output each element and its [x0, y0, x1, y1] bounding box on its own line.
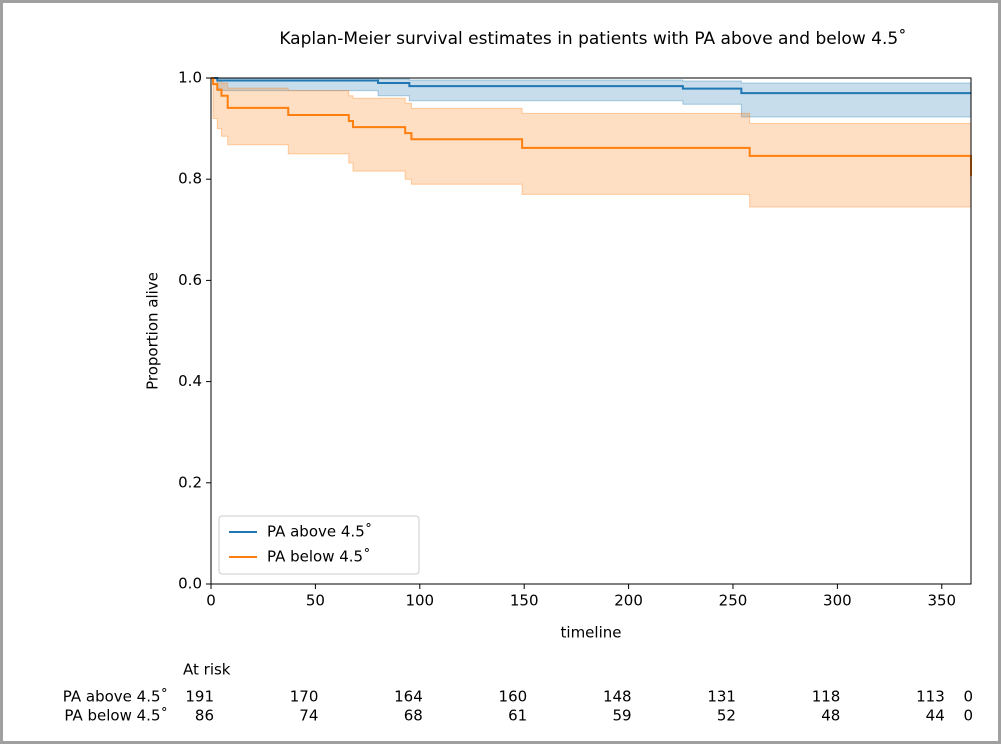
at-risk-count: 148 [603, 688, 632, 706]
y-tick-label: 0.6 [178, 271, 202, 289]
at-risk-count: 48 [821, 707, 840, 725]
survival-line [211, 77, 971, 95]
at-risk-count: 86 [195, 707, 214, 725]
at-risk-count: 191 [185, 688, 214, 706]
plot-frame [210, 77, 972, 585]
x-tick-label: 300 [823, 592, 852, 610]
at-risk-count: 44 [926, 707, 945, 725]
at-risk-count: 164 [394, 688, 423, 706]
x-tick-label: 50 [306, 592, 325, 610]
at-risk-title: At risk [183, 661, 231, 679]
at-risk-count: 68 [404, 707, 423, 725]
x-tick-label: 250 [719, 592, 748, 610]
y-tick-label: 0.2 [178, 473, 202, 491]
at-risk-count: 170 [290, 688, 319, 706]
legend-label: PA below 4.5˚ [267, 548, 371, 566]
y-tick-label: 0.0 [178, 575, 202, 593]
at-risk-row-label: PA above 4.5˚ [63, 688, 168, 706]
y-tick-label: 0.4 [178, 372, 202, 390]
at-risk-count: 131 [707, 688, 736, 706]
chart-title: Kaplan-Meier survival estimates in patie… [279, 28, 906, 49]
chart: Kaplan-Meier survival estimates in patie… [63, 28, 973, 725]
at-risk-count: 61 [508, 707, 527, 725]
y-tick-label: 1.0 [178, 69, 202, 87]
x-tick-label: 150 [510, 592, 539, 610]
at-risk-count: 113 [916, 688, 945, 706]
survival-line [211, 77, 972, 177]
x-tick-label: 0 [206, 592, 216, 610]
y-axis-label: Proportion alive [144, 272, 162, 390]
x-tick-label: 100 [405, 592, 434, 610]
y-tick-label: 0.8 [178, 170, 202, 188]
x-tick-label: 200 [614, 592, 643, 610]
at-risk-count: 0 [963, 688, 973, 706]
x-axis-label: timeline [561, 624, 622, 642]
x-tick-label: 350 [927, 592, 956, 610]
legend-box [218, 515, 420, 575]
legend-label: PA above 4.5˚ [267, 523, 372, 541]
at-risk-count: 118 [812, 688, 841, 706]
at-risk-row-label: PA below 4.5˚ [64, 707, 168, 725]
at-risk-count: 0 [963, 707, 973, 725]
at-risk-count: 160 [499, 688, 528, 706]
at-risk-count: 74 [299, 707, 318, 725]
at-risk-count: 59 [612, 707, 631, 725]
at-risk-count: 52 [717, 707, 736, 725]
